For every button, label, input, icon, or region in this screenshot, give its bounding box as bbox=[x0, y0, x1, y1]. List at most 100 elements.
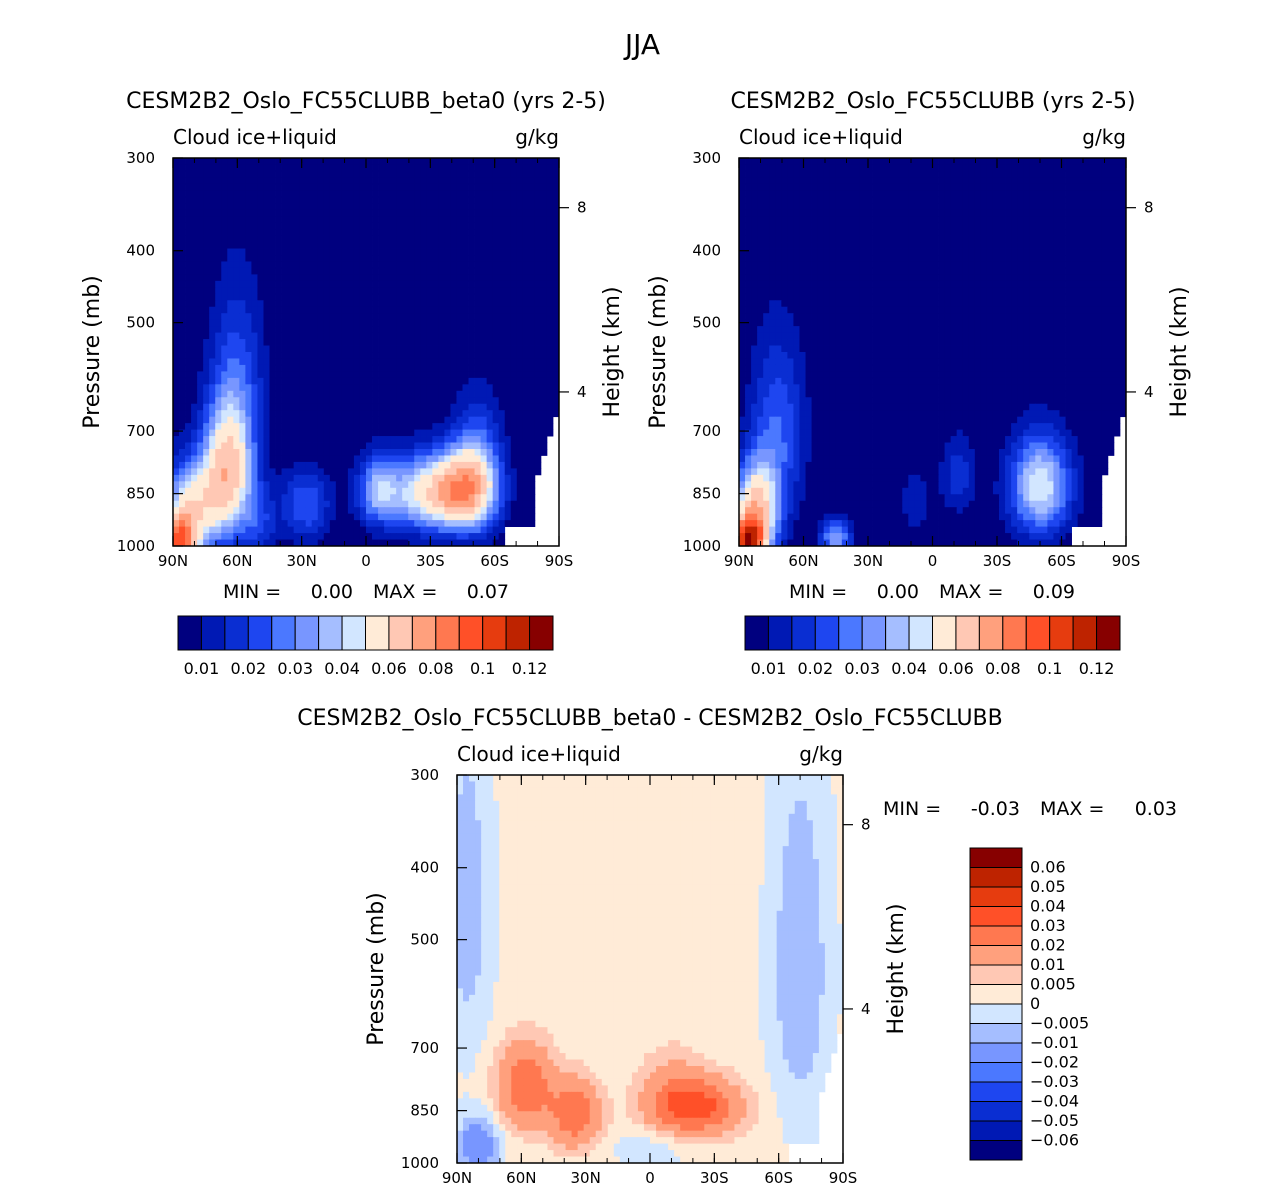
heat-cell bbox=[1035, 190, 1042, 198]
heat-cell bbox=[227, 313, 234, 321]
heat-cell bbox=[311, 170, 319, 178]
heat-cell bbox=[209, 339, 216, 346]
heat-cell bbox=[227, 449, 234, 456]
heat-cell bbox=[528, 403, 536, 411]
heat-cell bbox=[227, 293, 234, 301]
heat-cell bbox=[414, 326, 421, 333]
heat-cell bbox=[239, 216, 246, 224]
heat-cell bbox=[323, 216, 331, 224]
heat-cell bbox=[341, 229, 349, 236]
heat-cell bbox=[938, 261, 945, 269]
heat-cell bbox=[486, 345, 494, 353]
heat-cell bbox=[480, 449, 488, 456]
heat-cell bbox=[1011, 177, 1018, 185]
heat-cell bbox=[540, 203, 548, 211]
heat-cell bbox=[390, 274, 397, 282]
heat-cell bbox=[420, 242, 427, 249]
heat-cell bbox=[323, 384, 331, 392]
heat-cell bbox=[908, 267, 915, 275]
heat-cell bbox=[992, 248, 1000, 256]
heat-cell bbox=[329, 494, 337, 502]
heat-cell bbox=[480, 293, 488, 301]
heat-cell bbox=[378, 416, 385, 424]
heat-cell bbox=[878, 216, 885, 224]
heat-cell bbox=[450, 436, 457, 443]
heat-cell bbox=[329, 352, 337, 359]
heat-cell bbox=[444, 222, 451, 230]
heat-cell bbox=[227, 164, 234, 172]
heat-cell bbox=[281, 183, 288, 191]
heat-cell bbox=[329, 416, 337, 424]
heat-cell bbox=[829, 261, 837, 269]
heat-cell bbox=[468, 183, 475, 191]
heat-cell bbox=[504, 513, 512, 521]
heat-cell bbox=[269, 352, 276, 359]
heat-cell bbox=[420, 313, 427, 321]
heat-cell bbox=[179, 455, 186, 463]
heat-cell bbox=[408, 520, 415, 527]
heat-cell bbox=[444, 339, 451, 346]
heat-cell bbox=[269, 229, 276, 236]
heat-cell bbox=[528, 416, 536, 424]
heat-cell bbox=[823, 222, 831, 230]
heat-cell bbox=[974, 190, 982, 198]
heat-cell bbox=[191, 235, 198, 243]
heat-cell bbox=[179, 235, 186, 243]
heat-cell bbox=[468, 416, 475, 424]
heat-cell bbox=[757, 183, 764, 191]
heat-cell bbox=[769, 196, 776, 204]
heat-cell bbox=[841, 267, 849, 275]
heat-cell bbox=[311, 177, 319, 185]
heat-cell bbox=[787, 216, 794, 224]
heat-cell bbox=[269, 332, 276, 340]
heat-cell bbox=[872, 216, 879, 224]
heat-cell bbox=[444, 371, 451, 379]
heat-cell bbox=[1005, 183, 1012, 191]
heat-cell bbox=[263, 183, 270, 191]
heat-cell bbox=[968, 209, 976, 217]
heat-cell bbox=[353, 183, 361, 191]
heat-cell bbox=[540, 319, 548, 327]
heat-cell bbox=[323, 222, 331, 230]
heat-cell bbox=[450, 520, 457, 527]
heat-cell bbox=[835, 190, 843, 198]
heat-cell bbox=[269, 377, 276, 385]
heat-cell bbox=[432, 468, 439, 476]
heat-cell bbox=[944, 242, 952, 249]
heat-cell bbox=[540, 209, 548, 217]
heat-cell bbox=[287, 358, 295, 366]
heat-cell bbox=[233, 345, 240, 353]
heat-cell bbox=[402, 513, 409, 521]
heat-cell bbox=[456, 339, 463, 346]
heat-cell bbox=[402, 539, 409, 547]
heat-cell bbox=[227, 332, 234, 340]
heat-cell bbox=[426, 248, 433, 256]
heat-cell bbox=[1119, 170, 1127, 178]
heat-cell bbox=[305, 358, 313, 366]
heat-cell bbox=[492, 261, 500, 269]
heat-cell bbox=[396, 267, 403, 275]
heat-cell bbox=[944, 216, 952, 224]
heat-cell bbox=[263, 403, 270, 411]
heat-cell bbox=[390, 293, 397, 301]
heat-cell bbox=[944, 196, 952, 204]
heat-cell bbox=[872, 242, 879, 249]
heat-cell bbox=[914, 248, 921, 256]
heat-cell bbox=[215, 539, 222, 547]
heat-cell bbox=[865, 255, 873, 262]
heat-cell bbox=[402, 164, 409, 172]
heat-cell bbox=[546, 170, 554, 178]
heat-cell bbox=[293, 267, 301, 275]
heat-cell bbox=[347, 293, 355, 301]
heat-cell bbox=[540, 293, 548, 301]
heat-cell bbox=[486, 364, 494, 372]
heat-cell bbox=[516, 242, 524, 249]
heat-cell bbox=[384, 461, 391, 469]
heat-cell bbox=[516, 520, 524, 527]
heat-cell bbox=[221, 526, 228, 534]
heat-cell bbox=[444, 274, 451, 282]
heat-cell bbox=[450, 416, 457, 424]
heat-cell bbox=[450, 474, 457, 482]
heat-cell bbox=[311, 222, 319, 230]
heat-cell bbox=[221, 196, 228, 204]
